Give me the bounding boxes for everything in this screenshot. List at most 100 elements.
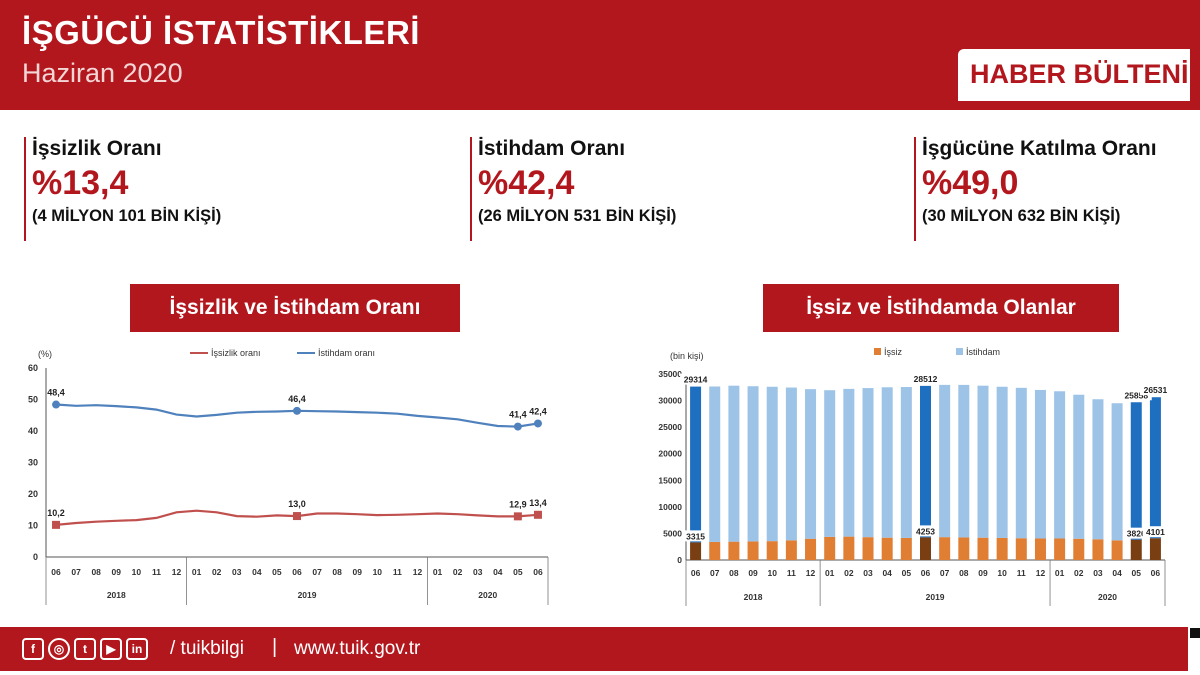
bar-employed <box>977 385 989 538</box>
legend-label: İşsizlik oranı <box>211 348 261 358</box>
bar-employed <box>1092 399 1104 540</box>
bar-employed <box>1149 397 1161 539</box>
bar-employed <box>1034 389 1046 539</box>
x-tick-label: 08 <box>729 568 739 578</box>
x-tick-label: 01 <box>825 568 835 578</box>
year-label: 2020 <box>1098 592 1117 602</box>
x-tick-label: 05 <box>272 567 282 577</box>
bar-employed <box>1111 403 1123 541</box>
x-tick-label: 10 <box>767 568 777 578</box>
y-tick-label: 60 <box>28 363 38 373</box>
x-tick-label: 07 <box>312 567 322 577</box>
x-tick-label: 08 <box>91 567 101 577</box>
bar-chart: (bin kişi) 0 5000 10000 15000 20000 25000 30000… <box>658 347 1171 606</box>
data-label: 3315 <box>686 531 705 541</box>
instagram-icon[interactable]: ◎ <box>48 638 70 660</box>
bar-unemployed <box>1092 539 1104 560</box>
x-tick-label: 04 <box>1112 568 1122 578</box>
stat-participation: İşgücüne Katılma Oranı %49,0 (30 MİLYON … <box>914 137 1157 241</box>
x-tick-label: 12 <box>413 567 423 577</box>
news-bulletin-badge: HABER BÜLTENİ <box>958 49 1190 101</box>
stat-label: İşsizlik Oranı <box>32 137 162 160</box>
bar-unemployed <box>1054 538 1066 560</box>
data-label: 26531 <box>1144 385 1168 395</box>
x-tick-label: 11 <box>1017 568 1026 578</box>
stat-value: %49,0 <box>922 164 1019 202</box>
corner-mark <box>1190 628 1200 638</box>
year-label: 2018 <box>744 592 763 602</box>
stat-count: (26 MİLYON 531 BİN KİŞİ) <box>478 207 677 225</box>
x-tick-label: 12 <box>172 567 182 577</box>
social-handle[interactable]: / tuikbilgi <box>170 638 244 659</box>
bar-unemployed <box>709 541 721 560</box>
bar-employed <box>709 386 721 542</box>
x-tick-label: 10 <box>997 568 1007 578</box>
badge-label: HABER BÜLTENİ <box>970 59 1189 89</box>
y-tick-label: 15000 <box>658 475 682 485</box>
stat-unemployment: İşsizlik Oranı %13,4 (4 MİLYON 101 BİN K… <box>24 137 221 241</box>
x-tick-label: 08 <box>332 567 342 577</box>
bar-unemployed <box>1015 538 1027 560</box>
y-axis-label: (bin kişi) <box>670 351 704 361</box>
x-tick-label: 01 <box>433 567 443 577</box>
page-title: İŞGÜCÜ İSTATİSTİKLERİ <box>22 14 420 51</box>
stat-count: (30 MİLYON 632 BİN KİŞİ) <box>922 207 1121 225</box>
data-label: 12,9 <box>509 499 527 509</box>
y-tick-label: 25000 <box>658 422 682 432</box>
y-tick-label: 30 <box>28 458 38 468</box>
data-point <box>293 512 301 521</box>
bar-employed <box>690 386 702 543</box>
facebook-icon[interactable]: f <box>22 638 44 660</box>
website-link[interactable]: www.tuik.gov.tr <box>294 638 421 659</box>
x-tick-label: 04 <box>882 568 892 578</box>
x-tick-label: 09 <box>353 567 363 577</box>
youtube-icon[interactable]: ▶ <box>100 638 122 660</box>
data-label-bg <box>912 525 939 537</box>
x-tick-label: 09 <box>978 568 988 578</box>
social-icons: f ◎ t ▶ in <box>22 638 152 660</box>
data-label-bg <box>1120 389 1152 401</box>
header-banner: İŞGÜCÜ İSTATİSTİKLERİ Haziran 2020 HABER… <box>0 0 1200 110</box>
x-tick-label: 06 <box>533 567 543 577</box>
bar-employed <box>862 388 874 538</box>
y-tick-label: 0 <box>677 555 682 565</box>
stat-count: (4 MİLYON 101 BİN KİŞİ) <box>32 207 222 225</box>
data-label-bg <box>1139 384 1171 396</box>
data-point <box>513 422 522 431</box>
twitter-icon[interactable]: t <box>74 638 96 660</box>
x-tick-label: 10 <box>132 567 142 577</box>
x-tick-label: 07 <box>940 568 950 578</box>
data-point <box>533 419 542 428</box>
year-label: 2020 <box>478 590 497 600</box>
y-axis-label: (%) <box>38 349 52 359</box>
bar-unemployed <box>805 538 817 560</box>
x-tick-label: 05 <box>902 568 912 578</box>
x-tick-label: 10 <box>373 567 383 577</box>
bar-unemployed <box>728 541 740 560</box>
bar-employed <box>996 386 1008 538</box>
linkedin-icon[interactable]: in <box>126 638 148 660</box>
x-tick-label: 01 <box>192 567 202 577</box>
x-tick-label: 12 <box>1036 568 1046 578</box>
bar-unemployed <box>1111 540 1123 560</box>
bar-unemployed <box>1149 538 1161 560</box>
x-tick-label: 03 <box>863 568 873 578</box>
data-label: 4101 <box>1146 527 1165 537</box>
x-tick-label: 06 <box>691 568 701 578</box>
data-label: 28512 <box>914 374 938 384</box>
y-tick-label: 5000 <box>663 528 682 538</box>
data-point <box>52 400 61 409</box>
data-label: 25858 <box>1124 390 1148 400</box>
footer-bar: f ◎ t ▶ in / tuikbilgi | www.tuik.gov.tr <box>0 627 1188 671</box>
y-tick-label: 50 <box>28 395 38 405</box>
legend-swatch <box>874 348 881 355</box>
data-point <box>513 512 522 521</box>
data-label-bg <box>1123 527 1150 539</box>
y-tick-label: 30000 <box>658 396 682 406</box>
x-tick-label: 05 <box>513 567 523 577</box>
bar-unemployed <box>939 537 951 560</box>
x-tick-label: 03 <box>232 567 242 577</box>
bar-unemployed <box>996 537 1008 560</box>
bar-unemployed <box>920 537 931 560</box>
bar-unemployed <box>900 537 912 560</box>
